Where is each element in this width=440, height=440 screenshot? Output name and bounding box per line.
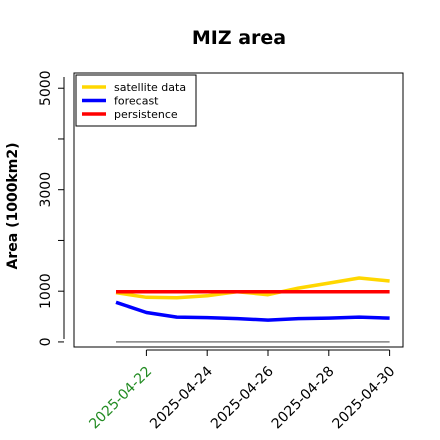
x-tick-label: 2025-04-28 [269, 364, 338, 433]
chart-title: MIZ area [192, 27, 286, 49]
series-line-satellite-data [115, 276, 390, 300]
x-tick-label: 2025-04-24 [147, 363, 216, 432]
x-ticks: 2025-04-222025-04-242025-04-262025-04-28… [86, 349, 399, 433]
legend-label: persistence [114, 108, 178, 121]
y-tick-label: 1000 [38, 273, 54, 309]
plot-frame [73, 72, 404, 348]
y-tick-label: 0 [38, 337, 54, 346]
x-tick-label: 2025-04-26 [208, 363, 277, 432]
series-line-forecast [115, 300, 390, 322]
series-layer [115, 276, 390, 322]
legend-label: forecast [114, 95, 159, 108]
y-ticks: 0 1000 3000 5000 [38, 70, 64, 346]
x-tick-label: 2025-04-30 [330, 364, 399, 433]
x-tick-label: 2025-04-22 [86, 364, 155, 433]
y-tick-label: 3000 [38, 172, 54, 208]
legend-label: satellite data [114, 81, 186, 94]
y-axis-label: Area (1000km2) [5, 143, 21, 270]
y-tick-label: 5000 [38, 70, 54, 106]
